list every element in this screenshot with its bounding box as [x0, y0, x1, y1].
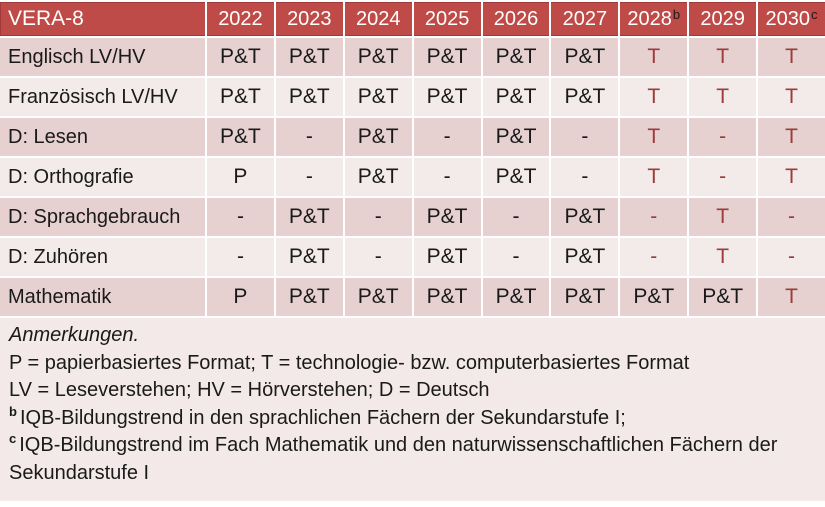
- format-cell: P&T: [689, 278, 757, 316]
- format-cell: P&T: [344, 278, 412, 316]
- year-header: 2022: [207, 2, 274, 36]
- year-header: 2026: [482, 2, 550, 36]
- format-cell: P&T: [207, 38, 274, 76]
- year-header: 2025: [413, 2, 481, 36]
- note-footnote-marker: c: [9, 431, 17, 447]
- format-cell: P&T: [413, 198, 481, 236]
- format-cell: P&T: [207, 118, 274, 156]
- row-label: Französisch LV/HV: [0, 78, 205, 116]
- format-cell: P&T: [551, 78, 619, 116]
- format-cell: P: [207, 158, 274, 196]
- format-cell: T: [758, 38, 825, 76]
- format-cell: -: [758, 238, 825, 276]
- note-line: c IQB-Bildungstrend im Fach Mathematik un…: [9, 431, 778, 484]
- format-cell: P&T: [482, 38, 550, 76]
- row-label: Mathematik: [0, 278, 205, 316]
- format-cell: -: [551, 118, 619, 156]
- format-cell: P&T: [551, 238, 619, 276]
- format-cell: -: [275, 158, 343, 196]
- format-cell: P&T: [275, 198, 343, 236]
- format-cell: -: [413, 118, 481, 156]
- year-header: 2023: [275, 2, 343, 36]
- format-cell: P&T: [413, 278, 481, 316]
- format-cell: -: [758, 198, 825, 236]
- format-cell: -: [689, 118, 757, 156]
- format-cell: -: [482, 238, 550, 276]
- format-cell: -: [482, 198, 550, 236]
- format-cell: -: [275, 118, 343, 156]
- format-cell: P&T: [275, 38, 343, 76]
- format-cell: P&T: [482, 158, 550, 196]
- format-cell: P&T: [413, 38, 481, 76]
- note-footnote-marker: b: [9, 403, 17, 419]
- format-cell: P&T: [620, 278, 688, 316]
- row-label: D: Zuhören: [0, 238, 205, 276]
- format-cell: -: [551, 158, 619, 196]
- format-cell: -: [207, 238, 274, 276]
- format-cell: T: [758, 278, 825, 316]
- format-cell: P&T: [551, 198, 619, 236]
- format-cell: -: [620, 238, 688, 276]
- format-cell: T: [620, 38, 688, 76]
- format-cell: T: [689, 38, 757, 76]
- format-cell: P&T: [275, 278, 343, 316]
- note-line: b IQB-Bildungstrend in den sprachlichen F…: [9, 403, 626, 429]
- format-cell: P&T: [344, 158, 412, 196]
- format-cell: P&T: [482, 278, 550, 316]
- format-cell: P&T: [413, 238, 481, 276]
- format-cell: P&T: [275, 238, 343, 276]
- note-line: P = papierbasiertes Format; T = technolo…: [9, 351, 690, 374]
- year-header: 2029: [689, 2, 757, 36]
- year-header: 2027: [551, 2, 619, 36]
- format-cell: P&T: [344, 38, 412, 76]
- format-cell: P&T: [413, 78, 481, 116]
- format-cell: T: [620, 158, 688, 196]
- format-cell: P&T: [344, 78, 412, 116]
- format-cell: T: [758, 158, 825, 196]
- format-cell: P&T: [275, 78, 343, 116]
- format-cell: P: [207, 278, 274, 316]
- format-cell: -: [344, 198, 412, 236]
- notes-heading: Anmerkungen.: [9, 324, 140, 346]
- format-cell: T: [689, 238, 757, 276]
- format-cell: -: [207, 198, 274, 236]
- year-header: 2030 c: [758, 2, 825, 36]
- vera-table: VERA-8 2022 2023 2024 2025 2026 2027 2028 b 2029 2…: [0, 0, 825, 316]
- format-cell: P&T: [482, 118, 550, 156]
- format-cell: P&T: [482, 78, 550, 116]
- format-cell: P&T: [207, 78, 274, 116]
- row-label: D: Orthografie: [0, 158, 205, 196]
- format-cell: T: [689, 78, 757, 116]
- format-cell: -: [689, 158, 757, 196]
- format-cell: P&T: [551, 38, 619, 76]
- notes-section: Anmerkungen. P = papierbasiertes Format;…: [0, 318, 825, 501]
- format-cell: P&T: [551, 278, 619, 316]
- format-cell: T: [620, 78, 688, 116]
- format-cell: T: [758, 78, 825, 116]
- row-label: Englisch LV/HV: [0, 38, 205, 76]
- format-cell: -: [413, 158, 481, 196]
- format-cell: P&T: [344, 118, 412, 156]
- format-cell: -: [620, 198, 688, 236]
- year-header: 2024: [344, 2, 412, 36]
- format-cell: T: [689, 198, 757, 236]
- format-cell: T: [758, 118, 825, 156]
- note-line: LV = Leseverstehen; HV = Hörverstehen; D…: [9, 379, 490, 401]
- table-title: VERA-8: [0, 2, 205, 36]
- format-cell: -: [344, 238, 412, 276]
- format-cell: T: [620, 118, 688, 156]
- row-label: D: Sprachgebrauch: [0, 198, 205, 236]
- notes-lines: P = papierbasiertes Format; T = technolo…: [9, 350, 815, 488]
- year-header: 2028 b: [620, 2, 688, 36]
- row-label: D: Lesen: [0, 118, 205, 156]
